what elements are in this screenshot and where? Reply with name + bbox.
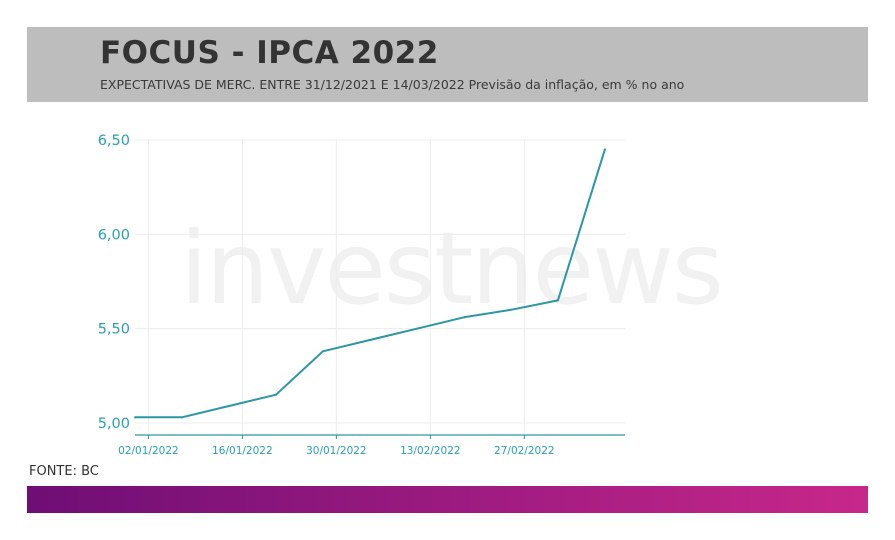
chart-subtitle: EXPECTATIVAS DE MERC. ENTRE 31/12/2021 E…	[100, 77, 685, 92]
series-line	[135, 149, 606, 419]
x-tick-label: 27/02/2022	[494, 445, 555, 457]
y-tick-label: 6,50	[98, 133, 130, 149]
y-tick-label: 5,50	[98, 322, 130, 338]
header-banner: FOCUS - IPCA 2022 EXPECTATIVAS DE MERC. …	[27, 27, 868, 102]
y-tick-label: 6,00	[98, 227, 130, 243]
x-tick-label: 30/01/2022	[306, 445, 367, 457]
data-point	[415, 327, 418, 330]
data-point	[274, 393, 277, 396]
data-point	[368, 338, 371, 341]
data-point	[603, 148, 606, 151]
x-tick-label: 16/01/2022	[212, 445, 273, 457]
investnews-watermark-logo: investnews	[180, 210, 724, 327]
gradient-footer-bar	[27, 486, 868, 513]
y-tick-label: 5,00	[98, 416, 130, 432]
x-tick-label: 13/02/2022	[400, 445, 461, 457]
data-point	[509, 308, 512, 311]
chart-title: FOCUS - IPCA 2022	[100, 35, 439, 71]
data-point	[227, 405, 230, 408]
data-point	[556, 299, 559, 302]
data-point	[180, 416, 183, 419]
data-point	[321, 350, 324, 353]
data-point	[462, 316, 465, 319]
source-label: FONTE: BC	[29, 464, 99, 479]
x-tick-label: 02/01/2022	[118, 445, 179, 457]
data-point	[134, 416, 136, 419]
